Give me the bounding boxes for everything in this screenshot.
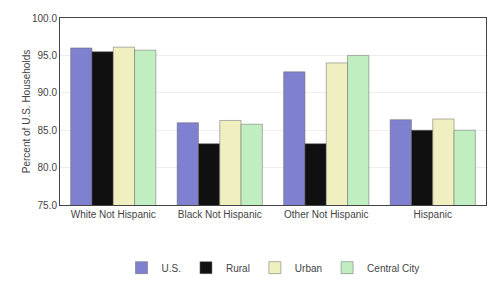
svg-text:Rural: Rural	[226, 263, 250, 274]
svg-text:Black Not Hispanic: Black Not Hispanic	[178, 209, 262, 220]
svg-text:Other Not Hispanic: Other Not Hispanic	[284, 209, 368, 220]
svg-text:90.0: 90.0	[38, 87, 58, 98]
svg-text:80.0: 80.0	[38, 162, 58, 173]
svg-text:75.0: 75.0	[38, 200, 58, 211]
svg-text:Percent of U.S. Households: Percent of U.S. Households	[21, 50, 32, 173]
svg-text:95.0: 95.0	[38, 50, 58, 61]
svg-text:Central City: Central City	[367, 263, 419, 274]
svg-text:Urban: Urban	[295, 263, 322, 274]
svg-text:100.0: 100.0	[32, 13, 57, 24]
svg-text:85.0: 85.0	[38, 125, 58, 136]
svg-text:Hispanic: Hispanic	[414, 209, 452, 220]
svg-text:White Not Hispanic: White Not Hispanic	[71, 209, 156, 220]
svg-text:U.S.: U.S.	[162, 263, 181, 274]
